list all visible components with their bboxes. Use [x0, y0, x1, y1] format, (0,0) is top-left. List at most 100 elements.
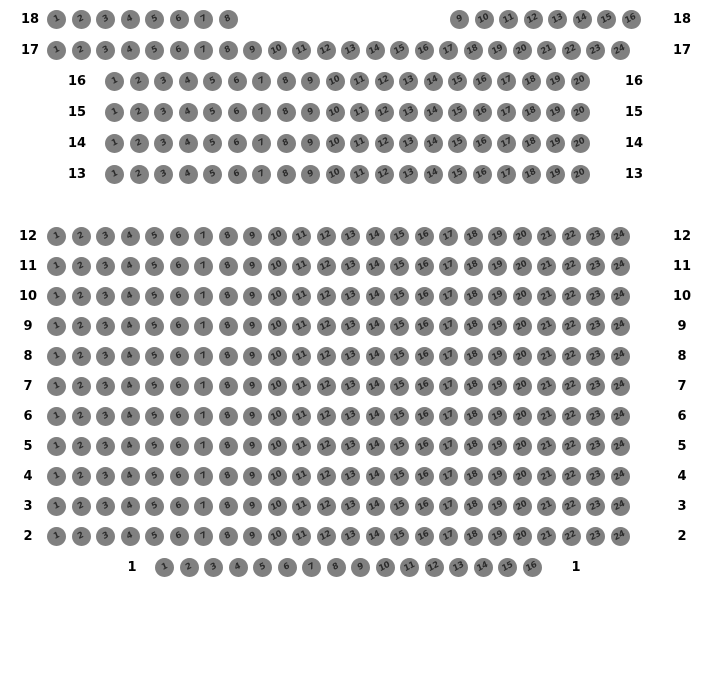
seat[interactable]: 3 — [96, 317, 115, 336]
seat[interactable]: 12 — [316, 347, 336, 366]
seat[interactable]: 15 — [390, 437, 409, 456]
seat[interactable]: 16 — [414, 347, 434, 366]
seat[interactable]: 18 — [463, 467, 483, 486]
seat[interactable]: 1 — [47, 437, 66, 456]
seat[interactable]: 11 — [292, 227, 311, 246]
seat[interactable]: 24 — [610, 227, 630, 246]
seat[interactable]: 23 — [586, 287, 605, 306]
seat[interactable]: 3 — [96, 347, 115, 366]
seat[interactable]: 12 — [374, 165, 394, 184]
seat[interactable]: 2 — [71, 467, 91, 486]
seat[interactable]: 7 — [194, 10, 213, 29]
seat[interactable]: 19 — [546, 103, 565, 122]
seat[interactable]: 9 — [243, 377, 262, 396]
seat[interactable]: 19 — [488, 41, 507, 60]
seat[interactable]: 19 — [546, 72, 565, 91]
seat[interactable]: 11 — [400, 558, 419, 577]
seat[interactable]: 10 — [267, 287, 287, 306]
seat[interactable]: 3 — [96, 257, 115, 276]
seat[interactable]: 3 — [96, 437, 115, 456]
seat[interactable]: 16 — [414, 377, 434, 396]
seat[interactable]: 4 — [178, 103, 198, 122]
seat[interactable]: 12 — [316, 467, 336, 486]
seat[interactable]: 6 — [227, 165, 247, 184]
seat[interactable]: 6 — [227, 103, 247, 122]
seat[interactable]: 3 — [96, 10, 115, 29]
seat[interactable]: 14 — [365, 347, 385, 366]
seat[interactable]: 17 — [439, 437, 458, 456]
seat[interactable]: 1 — [105, 72, 124, 91]
seat[interactable]: 16 — [414, 227, 434, 246]
seat[interactable]: 16 — [414, 437, 434, 456]
seat[interactable]: 9 — [243, 497, 262, 516]
seat[interactable]: 8 — [276, 134, 296, 153]
seat[interactable]: 10 — [375, 558, 395, 577]
seat[interactable]: 7 — [302, 558, 321, 577]
seat[interactable]: 17 — [439, 287, 458, 306]
seat[interactable]: 10 — [267, 437, 287, 456]
seat[interactable]: 15 — [390, 287, 409, 306]
seat[interactable]: 11 — [292, 317, 311, 336]
seat[interactable]: 22 — [561, 497, 581, 516]
seat[interactable]: 14 — [423, 134, 443, 153]
seat[interactable]: 15 — [448, 72, 467, 91]
seat[interactable]: 6 — [277, 558, 297, 577]
seat[interactable]: 3 — [154, 165, 173, 184]
seat[interactable]: 6 — [169, 287, 189, 306]
seat[interactable]: 13 — [341, 347, 360, 366]
seat[interactable]: 10 — [267, 257, 287, 276]
seat[interactable]: 2 — [71, 347, 91, 366]
seat[interactable]: 5 — [145, 377, 164, 396]
seat[interactable]: 8 — [218, 527, 238, 546]
seat[interactable]: 24 — [610, 467, 630, 486]
seat[interactable]: 13 — [399, 72, 418, 91]
seat[interactable]: 20 — [512, 497, 532, 516]
seat[interactable]: 12 — [374, 103, 394, 122]
seat[interactable]: 17 — [439, 257, 458, 276]
seat[interactable]: 3 — [96, 287, 115, 306]
seat[interactable]: 11 — [350, 134, 369, 153]
seat[interactable]: 9 — [243, 287, 262, 306]
seat[interactable]: 11 — [350, 165, 369, 184]
seat[interactable]: 22 — [561, 437, 581, 456]
seat[interactable]: 24 — [610, 497, 630, 516]
seat[interactable]: 6 — [169, 467, 189, 486]
seat[interactable]: 11 — [350, 103, 369, 122]
seat[interactable]: 4 — [120, 407, 140, 426]
seat[interactable]: 24 — [610, 407, 630, 426]
seat[interactable]: 1 — [47, 287, 66, 306]
seat[interactable]: 14 — [423, 103, 443, 122]
seat[interactable]: 14 — [365, 257, 385, 276]
seat[interactable]: 19 — [488, 317, 507, 336]
seat[interactable]: 23 — [586, 257, 605, 276]
seat[interactable]: 13 — [341, 497, 360, 516]
seat[interactable]: 6 — [169, 527, 189, 546]
seat[interactable]: 19 — [488, 527, 507, 546]
seat[interactable]: 9 — [301, 165, 320, 184]
seat[interactable]: 3 — [96, 227, 115, 246]
seat[interactable]: 20 — [512, 287, 532, 306]
seat[interactable]: 21 — [537, 437, 556, 456]
seat[interactable]: 12 — [316, 377, 336, 396]
seat[interactable]: 20 — [570, 134, 590, 153]
seat[interactable]: 12 — [316, 527, 336, 546]
seat[interactable]: 24 — [610, 377, 630, 396]
seat[interactable]: 19 — [488, 497, 507, 516]
seat[interactable]: 21 — [537, 347, 556, 366]
seat[interactable]: 4 — [120, 227, 140, 246]
seat[interactable]: 17 — [439, 377, 458, 396]
seat[interactable]: 8 — [218, 287, 238, 306]
seat[interactable]: 2 — [71, 317, 91, 336]
seat[interactable]: 4 — [178, 134, 198, 153]
seat[interactable]: 22 — [561, 347, 581, 366]
seat[interactable]: 14 — [365, 497, 385, 516]
seat[interactable]: 7 — [194, 497, 213, 516]
seat[interactable]: 21 — [537, 227, 556, 246]
seat[interactable]: 14 — [365, 317, 385, 336]
seat[interactable]: 10 — [267, 407, 287, 426]
seat[interactable]: 6 — [169, 10, 189, 29]
seat[interactable]: 20 — [512, 407, 532, 426]
seat[interactable]: 17 — [439, 497, 458, 516]
seat[interactable]: 19 — [488, 437, 507, 456]
seat[interactable]: 15 — [448, 103, 467, 122]
